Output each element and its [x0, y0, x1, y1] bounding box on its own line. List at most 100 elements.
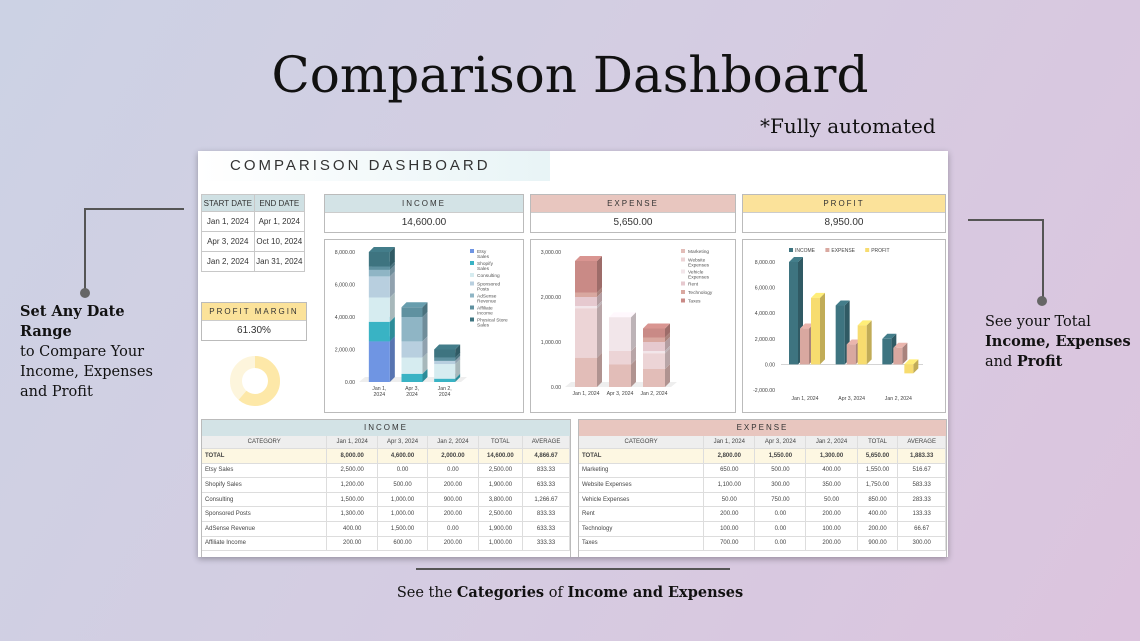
value-cell[interactable]: 1,500.00: [377, 521, 429, 537]
bar: [904, 359, 919, 374]
value-cell[interactable]: 50.00: [703, 492, 756, 508]
value-cell[interactable]: 8,000.00: [326, 448, 378, 464]
value-cell[interactable]: 750.00: [754, 492, 807, 508]
value-cell[interactable]: 516.67: [897, 463, 946, 479]
legend-swatch: [681, 298, 685, 303]
value-cell[interactable]: 600.00: [377, 536, 429, 552]
value-cell[interactable]: 650.00: [703, 463, 756, 479]
value-cell[interactable]: 50.00: [805, 492, 858, 508]
value-cell[interactable]: 200.00: [326, 536, 378, 552]
value-cell[interactable]: 1,300.00: [805, 448, 858, 464]
start-date-2[interactable]: Apr 3, 2024: [201, 231, 255, 252]
value-cell[interactable]: 283.33: [897, 492, 946, 508]
end-date-2[interactable]: Oct 10, 2024: [253, 231, 306, 252]
value-cell[interactable]: 633.33: [522, 521, 570, 537]
value-cell[interactable]: 1,000.00: [478, 536, 524, 552]
value-cell[interactable]: 1,000.00: [377, 506, 429, 522]
value-cell[interactable]: 5,650.00: [857, 448, 899, 464]
value-cell[interactable]: 833.33: [522, 506, 570, 522]
value-cell[interactable]: 1,500.00: [326, 492, 378, 508]
value-cell[interactable]: 500.00: [754, 463, 807, 479]
legend-swatch: [470, 305, 474, 310]
category-cell[interactable]: AdSense Revenue: [202, 521, 328, 537]
value-cell[interactable]: 400.00: [805, 463, 858, 479]
value-cell[interactable]: 200.00: [427, 477, 479, 493]
value-cell[interactable]: 4,600.00: [377, 448, 429, 464]
value-cell[interactable]: 2,500.00: [478, 463, 524, 479]
category-cell[interactable]: Rent: [579, 506, 705, 522]
value-cell[interactable]: 0.00: [427, 521, 479, 537]
value-cell[interactable]: 200.00: [703, 506, 756, 522]
value-cell[interactable]: 1,300.00: [326, 506, 378, 522]
income-header-cell: Apr 3, 2024: [377, 436, 429, 449]
value-cell[interactable]: 1,100.00: [703, 477, 756, 493]
start-date-3[interactable]: Jan 2, 2024: [201, 251, 255, 272]
table-row: Marketing 650.00 500.00 400.00 1,550.00 516.6…: [579, 463, 946, 479]
category-cell[interactable]: Sponsored Posts: [202, 506, 328, 522]
value-cell[interactable]: 583.33: [897, 477, 946, 493]
value-cell[interactable]: 400.00: [326, 521, 378, 537]
value-cell[interactable]: 0.00: [754, 536, 807, 552]
value-cell[interactable]: 200.00: [805, 536, 858, 552]
value-cell[interactable]: 833.33: [522, 463, 570, 479]
value-cell[interactable]: 1,000.00: [377, 492, 429, 508]
value-cell[interactable]: 1,200.00: [326, 477, 378, 493]
value-cell[interactable]: 700.00: [703, 536, 756, 552]
expense-table: EXPENSE CATEGORY Jan 1, 2024 Apr 3, 2024 Ja…: [578, 419, 947, 557]
value-cell[interactable]: 300.00: [754, 477, 807, 493]
value-cell[interactable]: 0.00: [754, 521, 807, 537]
end-date-1[interactable]: Apr 1, 2024: [253, 211, 306, 232]
category-cell[interactable]: Shopify Sales: [202, 477, 328, 493]
value-cell[interactable]: 133.33: [897, 506, 946, 522]
value-cell[interactable]: 0.00: [377, 463, 429, 479]
value-cell[interactable]: 500.00: [377, 477, 429, 493]
category-cell[interactable]: Consulting: [202, 492, 328, 508]
value-cell[interactable]: 100.00: [703, 521, 756, 537]
category-cell[interactable]: Technology: [579, 521, 705, 537]
value-cell[interactable]: 1,266.67: [522, 492, 570, 508]
value-cell[interactable]: 300.00: [897, 536, 946, 552]
value-cell[interactable]: 633.33: [522, 477, 570, 493]
value-cell[interactable]: 400.00: [857, 506, 899, 522]
value-cell[interactable]: 0.00: [427, 463, 479, 479]
value-cell[interactable]: 3,800.00: [478, 492, 524, 508]
value-cell[interactable]: 1,900.00: [478, 477, 524, 493]
value-cell[interactable]: 900.00: [857, 536, 899, 552]
value-cell[interactable]: 1,883.33: [897, 448, 946, 464]
value-cell[interactable]: 333.33: [522, 536, 570, 552]
value-cell[interactable]: 0.00: [754, 506, 807, 522]
category-cell[interactable]: Affiliate Income: [202, 536, 328, 552]
value-cell[interactable]: 1,550.00: [857, 463, 899, 479]
category-cell[interactable]: TOTAL: [579, 448, 705, 464]
value-cell[interactable]: 200.00: [427, 506, 479, 522]
income-header-cell: AVERAGE: [522, 436, 570, 449]
value-cell[interactable]: 900.00: [427, 492, 479, 508]
category-cell[interactable]: Website Expenses: [579, 477, 705, 493]
start-date-1[interactable]: Jan 1, 2024: [201, 211, 255, 232]
value-cell[interactable]: 4,866.67: [522, 448, 570, 464]
value-cell[interactable]: 350.00: [805, 477, 858, 493]
value-cell[interactable]: 1,900.00: [478, 521, 524, 537]
value-cell[interactable]: 66.67: [897, 521, 946, 537]
value-cell[interactable]: 200.00: [427, 536, 479, 552]
category-cell[interactable]: Vehicle Expenses: [579, 492, 705, 508]
value-cell[interactable]: 2,000.00: [427, 448, 479, 464]
value-cell[interactable]: 200.00: [857, 521, 899, 537]
value-cell[interactable]: 2,800.00: [703, 448, 756, 464]
x-tick-label: Jan 2, 2024: [640, 391, 667, 397]
value-cell[interactable]: 1,550.00: [754, 448, 807, 464]
category-cell[interactable]: Marketing: [579, 463, 705, 479]
x-tick-label: Jan 1, 2024: [791, 396, 818, 402]
value-cell[interactable]: 850.00: [857, 492, 899, 508]
value-cell[interactable]: 2,500.00: [478, 506, 524, 522]
value-cell[interactable]: 100.00: [805, 521, 858, 537]
category-cell[interactable]: Etsy Sales: [202, 463, 328, 479]
category-cell[interactable]: TOTAL: [202, 448, 328, 464]
value-cell[interactable]: 14,600.00: [478, 448, 524, 464]
end-date-3[interactable]: Jan 31, 2024: [253, 251, 306, 272]
value-cell[interactable]: 2,500.00: [326, 463, 378, 479]
dashboard-sheet: COMPARISON DASHBOARD START DATE END DATE…: [198, 151, 948, 557]
value-cell[interactable]: 1,750.00: [857, 477, 899, 493]
category-cell[interactable]: Taxes: [579, 536, 705, 552]
value-cell[interactable]: 200.00: [805, 506, 858, 522]
